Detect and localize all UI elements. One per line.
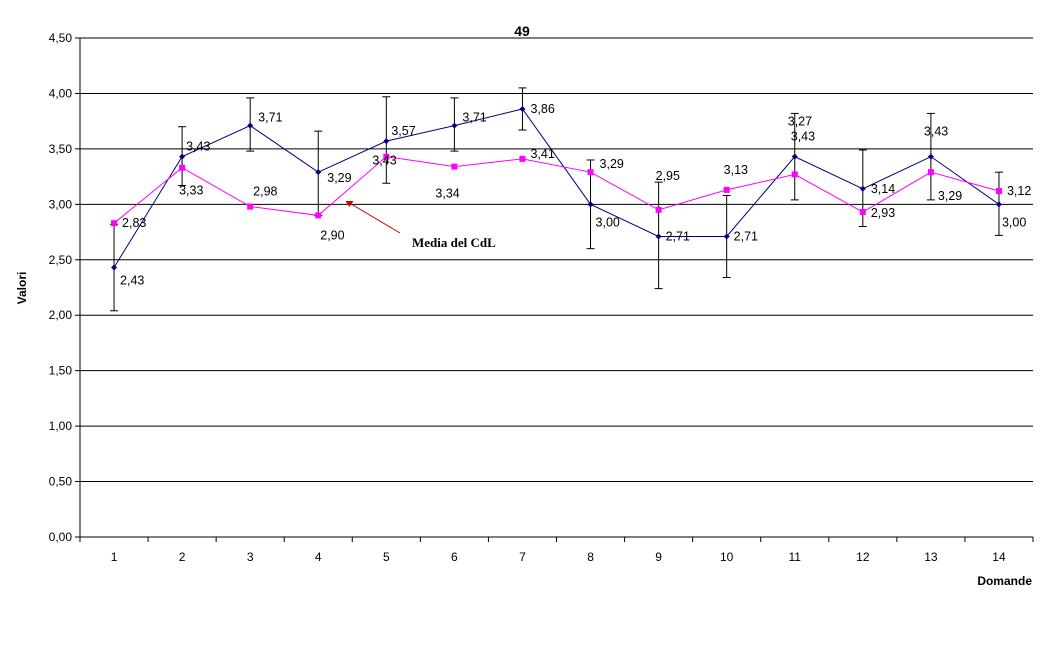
data-point-marker xyxy=(995,201,1002,208)
data-label: 3,29 xyxy=(938,189,962,203)
y-axis-title: Valori xyxy=(15,272,29,305)
x-tick-label: 8 xyxy=(587,550,594,564)
data-point-marker xyxy=(111,264,118,271)
data-label: 3,13 xyxy=(724,163,748,177)
y-tick-label: 3,00 xyxy=(49,197,73,211)
data-point-marker xyxy=(587,201,594,208)
data-point-marker xyxy=(179,153,186,160)
y-tick-label: 4,50 xyxy=(49,31,73,45)
data-label: 3,34 xyxy=(435,187,459,201)
data-point-marker xyxy=(655,206,662,213)
data-point-marker xyxy=(383,153,390,160)
x-tick-label: 3 xyxy=(247,550,254,564)
data-point-marker xyxy=(451,163,458,170)
data-label: 3,00 xyxy=(1002,215,1026,229)
x-tick-labels: 1 2 3 4 5 6 7 8 9 10 11 12 13 14 xyxy=(111,550,1006,564)
data-point-marker xyxy=(723,186,730,193)
y-tick-label: 1,50 xyxy=(49,364,73,378)
data-label: 2,71 xyxy=(734,229,758,243)
annotation-text: Media del CdL xyxy=(412,235,496,250)
y-tick-label: 4,00 xyxy=(49,86,73,100)
data-label: 3,12 xyxy=(1007,184,1031,198)
x-tick-label: 4 xyxy=(315,550,322,564)
x-tick-label: 6 xyxy=(451,550,458,564)
data-label: 2,43 xyxy=(120,274,144,288)
data-point-marker xyxy=(995,188,1002,195)
x-tick-label: 5 xyxy=(383,550,390,564)
data-label: 3,43 xyxy=(372,154,396,168)
x-tick-label: 2 xyxy=(179,550,186,564)
x-tick-label: 14 xyxy=(992,550,1006,564)
x-tick-label: 10 xyxy=(720,550,734,564)
series-line-2 xyxy=(113,156,1000,224)
data-label: 2,95 xyxy=(656,169,680,183)
data-label: 3,43 xyxy=(186,140,210,154)
series-markers xyxy=(111,105,1002,271)
x-tick-label: 11 xyxy=(789,550,802,564)
data-label: 3,71 xyxy=(462,111,486,125)
data-point-marker xyxy=(179,164,186,171)
data-label: 3,57 xyxy=(391,124,415,138)
gridlines xyxy=(80,37,1033,483)
chart-title: 49 xyxy=(514,23,530,39)
data-label: 3,41 xyxy=(530,147,554,161)
data-label: 3,43 xyxy=(791,130,815,144)
data-label: 3,29 xyxy=(600,157,624,171)
data-point-marker xyxy=(247,203,254,210)
y-tick-label: 0,50 xyxy=(49,475,73,489)
series-line-1 xyxy=(113,108,1000,268)
annotation-arrow-head xyxy=(345,201,354,208)
data-point-marker xyxy=(723,233,730,240)
data-label: 3,29 xyxy=(327,171,351,185)
y-tick-label: 2,50 xyxy=(49,253,73,267)
data-label: 3,86 xyxy=(530,102,554,116)
annotation: Media del CdL xyxy=(345,201,496,250)
data-labels: 2,43 3,43 3,71 3,29 3,57 3,71 3,86 3,00 2,71 2,71… xyxy=(120,102,1031,288)
y-tick-label: 2,00 xyxy=(49,308,73,322)
y-tick-label: 1,00 xyxy=(49,419,73,433)
data-label: 2,93 xyxy=(871,206,895,220)
x-tick-label: 7 xyxy=(519,550,526,564)
data-point-marker xyxy=(927,169,934,176)
y-tick-label: 0,00 xyxy=(49,530,73,544)
data-point-marker xyxy=(519,105,526,112)
data-point-marker xyxy=(315,169,322,176)
data-point-marker xyxy=(519,155,526,162)
data-point-marker xyxy=(451,122,458,129)
x-tick-label: 1 xyxy=(111,550,118,564)
error-bars xyxy=(110,87,1003,312)
y-tick-label: 3,50 xyxy=(49,142,73,156)
data-label: 2,98 xyxy=(253,185,277,199)
data-label: 3,00 xyxy=(596,215,620,229)
data-point-marker xyxy=(791,153,798,160)
data-point-marker xyxy=(859,209,866,216)
data-label: 2,71 xyxy=(666,229,690,243)
x-tick-label: 12 xyxy=(856,550,870,564)
y-tick-labels: 0,00 0,50 1,00 1,50 2,00 2,50 3,00 3,50 4,00 4,50 xyxy=(49,31,73,544)
data-label: 3,14 xyxy=(871,182,895,196)
data-point-marker xyxy=(655,233,662,240)
data-label: 3,43 xyxy=(924,125,948,139)
x-axis-title: Domande xyxy=(977,574,1032,588)
data-point-marker xyxy=(791,171,798,178)
data-point-marker xyxy=(587,169,594,176)
data-point-marker xyxy=(927,153,934,160)
data-point-marker xyxy=(315,212,322,219)
axes xyxy=(75,37,1034,542)
data-label: 3,27 xyxy=(788,114,812,128)
data-point-marker xyxy=(859,185,866,192)
data-label: 3,33 xyxy=(179,184,203,198)
data-label: 2,90 xyxy=(320,228,344,242)
annotation-arrow-line xyxy=(349,202,401,234)
data-label: 2,83 xyxy=(122,216,146,230)
x-tick-label: 13 xyxy=(924,550,938,564)
data-point-marker xyxy=(247,122,254,129)
x-tick-label: 9 xyxy=(655,550,662,564)
series-lines xyxy=(113,108,1000,268)
data-label: 3,71 xyxy=(258,111,282,125)
data-point-marker xyxy=(383,138,390,145)
data-point-marker xyxy=(111,220,118,227)
